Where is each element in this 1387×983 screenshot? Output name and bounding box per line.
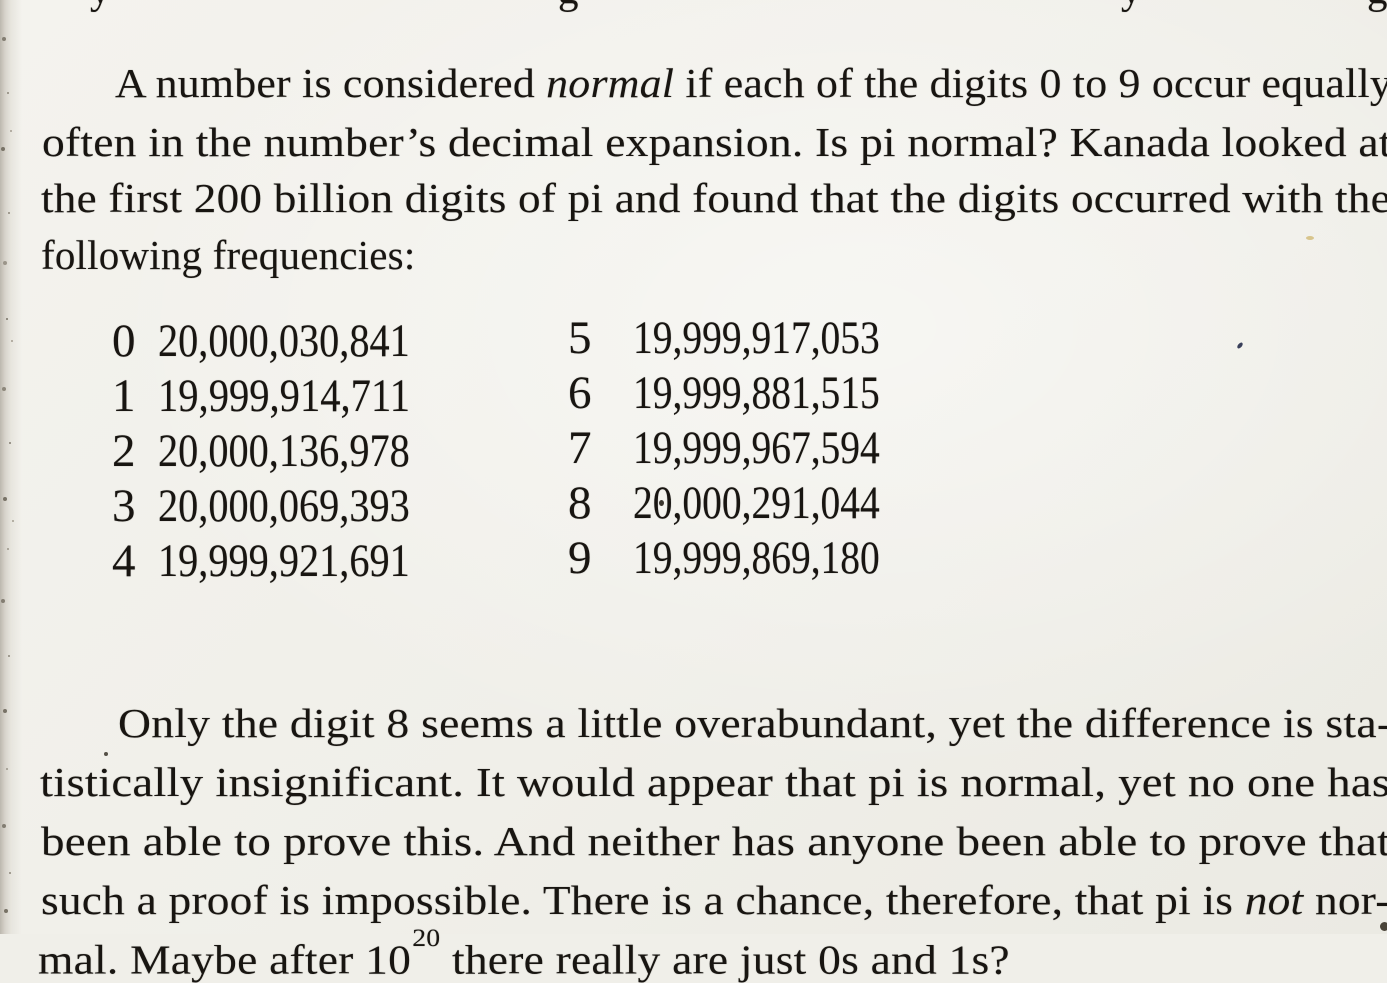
text-segment: mal. Maybe after 10 <box>38 936 412 983</box>
text-segment: nor- <box>1303 877 1387 923</box>
digit-label: 7 <box>568 422 592 474</box>
digit-count: 20,000,291,044 <box>633 477 880 529</box>
digit-count: 20,000,136,978 <box>158 425 410 477</box>
descender-fragment: y <box>90 0 111 10</box>
digit-count: 19,999,967,594 <box>633 422 880 474</box>
exponent-20: 20 <box>412 925 441 952</box>
digit-label: 9 <box>568 532 592 584</box>
text-segment: such a proof is impossible. There is a c… <box>41 877 1245 923</box>
italic-word-not: not <box>1244 877 1304 923</box>
dust-speck <box>1306 236 1314 240</box>
closing-paragraph-line-3: been able to prove this. And neither has… <box>41 818 1387 864</box>
italic-word-normal: normal <box>546 60 675 106</box>
intro-paragraph-line-1: A number is considered normal if each of… <box>115 63 1387 104</box>
dust-speck <box>1380 922 1387 931</box>
digit-label: 0 <box>112 315 136 367</box>
scan-left-edge <box>0 0 24 934</box>
digit-count: 19,999,917,053 <box>633 312 880 364</box>
digit-count: 19,999,914,711 <box>158 370 411 422</box>
descender-fragment: g <box>1367 0 1387 10</box>
intro-paragraph-line-3: the first 200 billion digits of pi and f… <box>41 175 1387 221</box>
digit-label: 6 <box>568 367 592 419</box>
digit-count: 20,000,030,841 <box>158 315 410 367</box>
dust-speck <box>104 752 108 756</box>
digit-label: 3 <box>112 480 136 532</box>
digit-label: 5 <box>568 312 592 364</box>
text-segment: if each of the digits 0 to 9 occur equal… <box>674 60 1387 106</box>
intro-paragraph-line-2: often in the number’s decimal expansion.… <box>42 119 1387 165</box>
digit-label: 1 <box>112 370 136 422</box>
digit-label: 4 <box>112 535 136 587</box>
closing-paragraph-line-2: tistically insignificant. It would appea… <box>40 759 1387 805</box>
descender-fragment: g <box>558 0 579 10</box>
text-segment: there really are just 0s and 1s? <box>440 936 1010 983</box>
digit-label: 2 <box>112 425 136 477</box>
digit-count: 20,000,069,393 <box>158 480 410 532</box>
scan-noise-speckles <box>0 0 2 2</box>
dust-speck <box>1236 341 1244 350</box>
closing-paragraph-line-4: such a proof is impossible. There is a c… <box>41 880 1387 921</box>
digit-count: 19,999,881,515 <box>633 367 880 419</box>
descender-fragment: y <box>1121 0 1142 10</box>
closing-paragraph-line-1: Only the digit 8 seems a little overabun… <box>118 700 1387 746</box>
dust-speck <box>659 500 664 506</box>
digit-count: 19,999,869,180 <box>633 532 880 584</box>
text-segment: A number is considered <box>115 60 547 106</box>
intro-paragraph-line-4: following frequencies: <box>41 232 416 278</box>
digit-label: 8 <box>568 477 592 529</box>
closing-paragraph-line-5: mal. Maybe after 1020 there really are j… <box>38 926 1010 983</box>
digit-count: 19,999,921,691 <box>158 535 410 587</box>
